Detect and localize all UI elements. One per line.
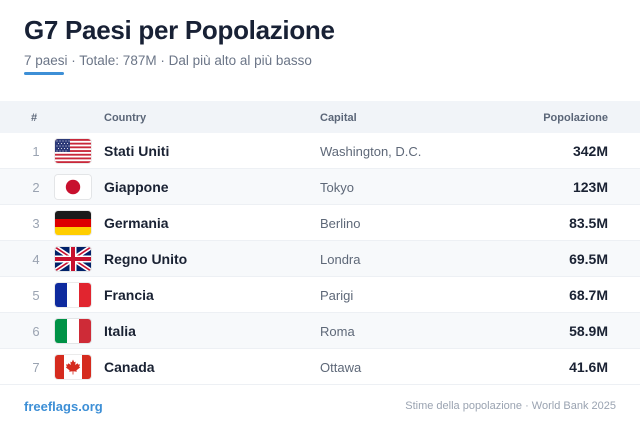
rank-cell: 7 (32, 360, 40, 375)
population-value: 83.5M (569, 215, 608, 231)
table-row[interactable]: 2 Giappone Tokyo 123M (0, 169, 640, 205)
country-name: Canada (104, 359, 155, 375)
rank-cell: 2 (32, 180, 40, 195)
capital-name: Berlino (320, 216, 361, 231)
it-flag-icon (55, 319, 91, 343)
table-row[interactable]: 6 Italia Roma 58.9M (0, 313, 640, 349)
table-row[interactable]: 7 Canada Ottawa 41.6M (0, 349, 640, 385)
population-value: 41.6M (569, 359, 608, 375)
page-title: G7 Paesi per Popolazione (24, 15, 335, 45)
capital-name: Tokyo (320, 180, 354, 195)
fr-flag-icon (55, 283, 91, 307)
title-accent-bar (24, 72, 64, 75)
population-value: 342M (572, 143, 608, 159)
column-header-country[interactable]: Country (104, 112, 147, 124)
source-link[interactable]: freeflags.org (24, 399, 103, 414)
population-table: # Country Capital Popolazione 1 (0, 101, 640, 385)
page-header: G7 Paesi per Popolazione 7 paesi · Total… (24, 14, 616, 70)
capital-name: Roma (320, 324, 355, 339)
table-row[interactable]: 1 (0, 133, 640, 169)
table-header: # Country Capital Popolazione (0, 101, 640, 133)
capital-name: Ottawa (320, 360, 362, 375)
rank-cell: 6 (32, 324, 40, 339)
capital-name: Londra (320, 252, 361, 267)
country-name: Germania (104, 215, 169, 231)
ca-flag-icon (55, 355, 91, 379)
country-name: Italia (104, 323, 136, 339)
rank-cell: 4 (32, 252, 40, 267)
population-value: 68.7M (569, 287, 608, 303)
capital-name: Parigi (320, 288, 354, 303)
de-flag-icon (55, 211, 91, 235)
country-name: Giappone (104, 179, 169, 195)
table-row[interactable]: 3 Germania Berlino 83.5M (0, 205, 640, 241)
rank-cell: 5 (32, 288, 40, 303)
column-header-rank[interactable]: # (31, 112, 38, 124)
capital-name: Washington, D.C. (320, 144, 422, 159)
jp-flag-icon (55, 175, 91, 199)
column-header-population[interactable]: Popolazione (543, 112, 608, 124)
gb-flag-icon (55, 247, 91, 271)
rank-cell: 1 (32, 144, 40, 159)
population-value: 123M (572, 179, 608, 195)
table-row[interactable]: 5 Francia Parigi 68.7M (0, 277, 640, 313)
country-name: Stati Uniti (104, 143, 170, 159)
column-header-capital[interactable]: Capital (320, 112, 357, 124)
country-name: Regno Unito (104, 251, 188, 267)
country-name: Francia (104, 287, 154, 303)
page-footer: freeflags.org Stime della popolazione · … (24, 399, 616, 415)
footer-note: Stime della popolazione · World Bank 202… (405, 400, 616, 412)
us-flag-icon (55, 139, 91, 163)
population-value: 69.5M (569, 251, 608, 267)
rank-cell: 3 (32, 216, 40, 231)
table-row[interactable]: 4 Regno Unito Londra 69.5M (0, 241, 640, 277)
population-value: 58.9M (569, 323, 608, 339)
page-subtitle: 7 paesi · Totale: 787M · Dal più alto al… (24, 53, 312, 68)
